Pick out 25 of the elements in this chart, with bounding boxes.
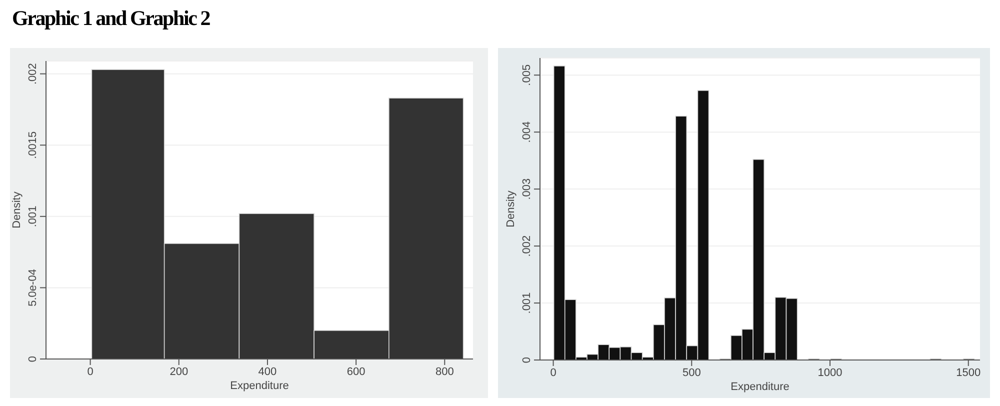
y-tick-label: 0 [521, 356, 533, 364]
x-tick-label: 1500 [956, 366, 981, 379]
y-tick-label: 0 [27, 356, 39, 362]
x-tick-label: 0 [87, 366, 94, 378]
y-tick-label: .005 [521, 64, 533, 86]
x-tick-label: 800 [435, 366, 454, 378]
x-tick-label: 400 [258, 366, 277, 378]
x-axis-title: Expenditure [230, 380, 289, 392]
y-axis-title: Density [10, 191, 23, 228]
y-tick-label: 5.0e-04 [27, 269, 39, 306]
y-tick-label: .003 [521, 178, 533, 200]
y-axis-title: Density [504, 190, 517, 228]
x-tick-label: 200 [170, 366, 188, 378]
y-tick-label: .002 [521, 235, 533, 257]
y-tick-label: .001 [521, 292, 533, 314]
y-tick-label: .0015 [27, 131, 39, 159]
y-tick-label: .001 [27, 206, 39, 228]
x-axis-title: Expenditure [730, 381, 790, 393]
y-tick-label: .004 [521, 121, 533, 143]
x-tick-label: 1000 [818, 366, 842, 379]
x-tick-label: 0 [550, 366, 556, 379]
x-tick-label: 500 [682, 366, 701, 379]
x-tick-label: 600 [346, 366, 366, 378]
chart-title: Graphic 1 and Graphic 2 [12, 6, 210, 31]
y-tick-label: .002 [27, 63, 39, 85]
